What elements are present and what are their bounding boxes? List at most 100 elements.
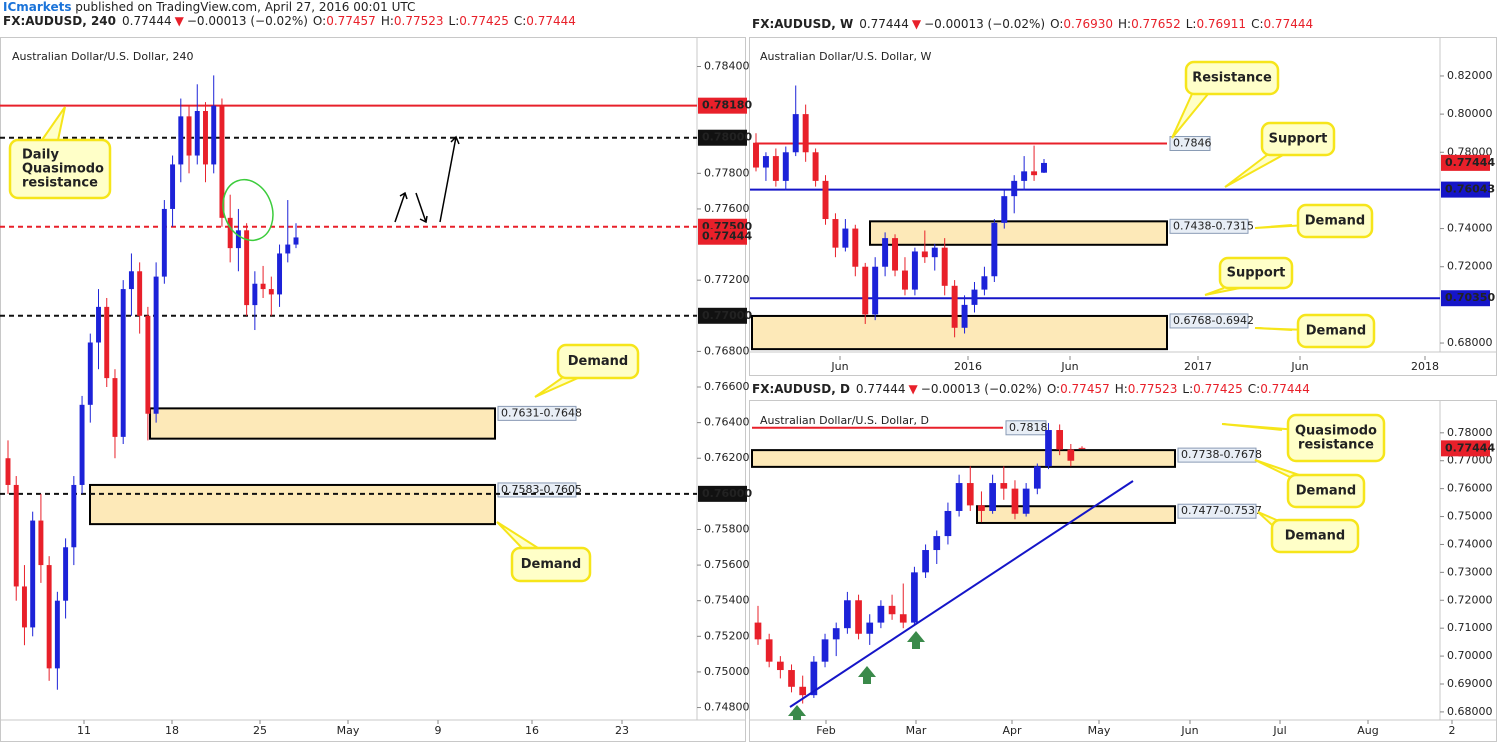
candle-body (931, 247, 938, 258)
chart-title: Australian Dollar/U.S. Dollar, 240 (12, 50, 194, 63)
x-tick-label: Feb (816, 724, 835, 737)
change: −0.00013 (−0.02%) (921, 382, 1042, 396)
callout-box (1286, 413, 1386, 463)
x-tick-label: Apr (1002, 724, 1022, 737)
candle-body (872, 266, 879, 315)
ticker: FX:AUDUSD, 240 0.77444 ▼ −0.00013 (−0.02%) O… (3, 14, 576, 28)
ohlc-key: H: (381, 14, 394, 28)
y-tick-label: 0.75200 (704, 629, 750, 642)
callout-pointer (496, 521, 539, 549)
ohlc-value: 0.77444 (1260, 382, 1310, 396)
demand-zone (869, 220, 1168, 246)
candle-body (882, 238, 889, 267)
candle-body (260, 283, 266, 290)
level-label-box (1169, 135, 1211, 151)
y-tick-label: 0.76200 (704, 451, 750, 464)
change: −0.00013 (−0.02%) (924, 17, 1045, 31)
chart: Australian Dollar/U.S. Dollar, 240 0.7631… (0, 50, 752, 737)
y-tick-label: 0.73000 (1447, 565, 1493, 578)
callout-box (8, 138, 112, 200)
y-tick-label: 0.75800 (704, 522, 750, 535)
last-price: 0.77444 (859, 17, 909, 31)
zone-label-box (1169, 218, 1249, 234)
candle-body (1078, 447, 1086, 449)
x-tick-label: 11 (77, 724, 91, 737)
x-tick-label: 18 (165, 724, 179, 737)
candle-body (1056, 430, 1064, 450)
candle-body (753, 142, 759, 168)
ohlc-value: 0.77444 (526, 14, 576, 28)
callout-pointer (1224, 154, 1284, 188)
price-tag (698, 307, 747, 324)
y-tick-label: 0.75000 (704, 665, 750, 678)
callout-pointer (1204, 287, 1241, 296)
candle-body (821, 639, 829, 662)
candle-body (866, 622, 874, 634)
y-tick-label: 0.77200 (704, 273, 750, 286)
candle-body (1022, 488, 1030, 514)
ohlc-key: O: (1050, 17, 1063, 31)
callout-text: Resistance (1192, 71, 1272, 86)
demand-zone (976, 505, 1176, 524)
callout-text: Support (1269, 132, 1328, 147)
y-tick-label: 0.77800 (704, 166, 750, 179)
x-tick-label: May (1088, 724, 1111, 737)
candle-body (855, 600, 862, 634)
y-tick-label: 0.80000 (1447, 107, 1493, 120)
level-label: 0.7846 (1173, 136, 1212, 149)
symbol: FX:AUDUSD, W (752, 17, 853, 31)
price-tag-label: 0.76000 (702, 487, 752, 500)
candle-body (244, 230, 250, 306)
y-tick-label: 0.68000 (1447, 336, 1493, 349)
candle-body (1033, 466, 1041, 489)
candle-body (104, 306, 110, 379)
x-tick-label: Jun (830, 360, 848, 373)
direction: ▼ (912, 17, 922, 31)
callout-text: Demand (1285, 529, 1346, 544)
header: ICmarkets published on TradingView.com, … (3, 0, 415, 14)
zone-label: 0.6768-0.6942 (1173, 314, 1254, 327)
price-tag-label: 0.78180 (702, 99, 752, 112)
arrow (439, 135, 460, 223)
x-tick-label: Aug (1357, 724, 1378, 737)
price-tag-label: 0.77444 (1445, 156, 1495, 169)
x-tick-label: 23 (615, 724, 629, 737)
candle-body (1067, 449, 1075, 461)
ohlc-value: 0.77523 (394, 14, 444, 28)
zone-label: 0.7738-0.7678 (1181, 448, 1262, 461)
callout-pointer (1171, 93, 1209, 139)
callout-text: Demand (568, 354, 629, 369)
zone-label-box (497, 405, 577, 421)
candle-body (788, 670, 795, 687)
y-tick-label: 0.72000 (1447, 593, 1493, 606)
candle-body (120, 289, 126, 437)
candle-body (877, 605, 885, 623)
candle-body (87, 342, 93, 405)
callout-text: Demand (1306, 324, 1367, 339)
demand-zone (751, 449, 1176, 468)
candle-body (1021, 171, 1028, 181)
callout-pointer (1254, 459, 1309, 479)
y-tick-label: 0.82000 (1447, 69, 1493, 82)
symbol: FX:AUDUSD, 240 (3, 14, 116, 28)
x-tick-label: Jun (1180, 724, 1198, 737)
candle-body (145, 315, 151, 414)
demand-zone (89, 483, 496, 526)
y-tick-label: 0.78000 (1447, 426, 1493, 439)
y-tick-label: 0.76800 (704, 344, 750, 357)
callout-pointer (1254, 327, 1309, 331)
candle-body (211, 105, 217, 165)
candle-body (71, 484, 77, 548)
candle-body (842, 228, 849, 248)
up-arrow (858, 666, 876, 684)
candle-body (832, 219, 839, 248)
y-tick-label: 0.70000 (1447, 649, 1493, 662)
callout-box (1184, 60, 1280, 96)
demand-zone (149, 407, 496, 440)
ohlc-value: 0.77444 (1263, 17, 1313, 31)
candle-body (96, 306, 101, 343)
trendline (789, 480, 1134, 708)
price-tag (698, 228, 747, 245)
candle-body (862, 266, 869, 315)
